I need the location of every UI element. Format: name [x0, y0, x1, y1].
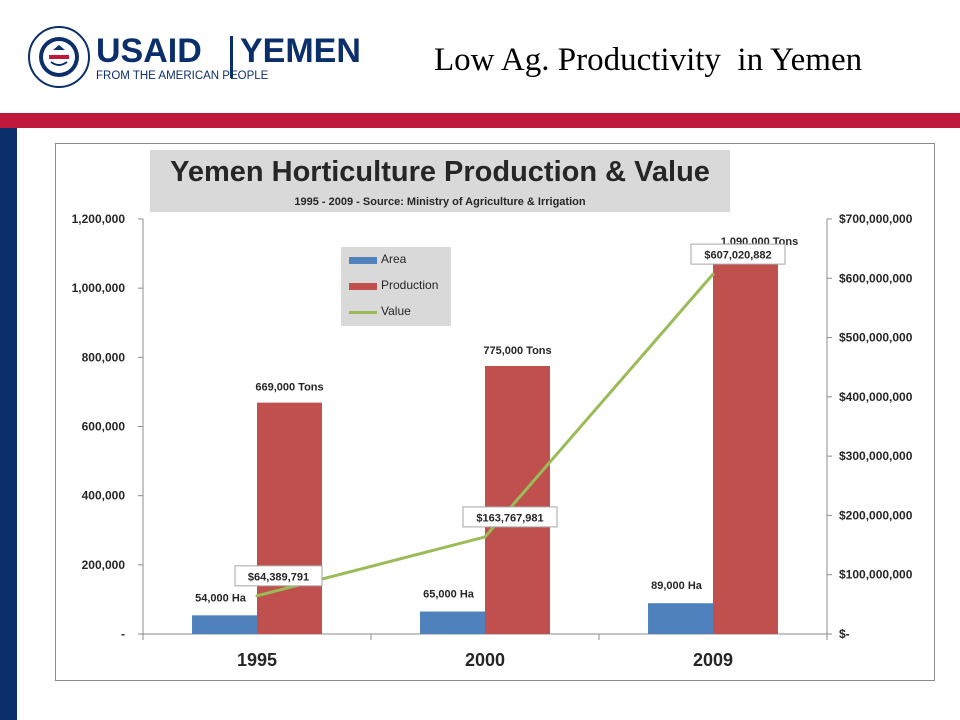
- y-right-tick-label: $400,000,000: [839, 390, 913, 404]
- legend-swatch-area: [349, 257, 377, 264]
- data-label-area: 89,000 Ha: [651, 580, 703, 592]
- usaid-seal-icon: [28, 26, 90, 88]
- data-label-value-box: [462, 506, 558, 528]
- y-right-tick-label: $700,000,000: [839, 212, 913, 226]
- data-label-production: 775,000 Tons: [483, 345, 551, 357]
- data-label-value: $163,767,981: [476, 512, 543, 524]
- legend-label-area: Area: [381, 252, 407, 266]
- legend-label-production: Production: [381, 278, 439, 292]
- data-label-value: $607,020,882: [704, 250, 771, 262]
- usaid-yemen-logo: USAID YEMEN FROM THE AMERICAN PEOPLE: [28, 26, 428, 88]
- logo-divider: [230, 36, 233, 78]
- y-right-tick-label: $100,000,000: [839, 568, 913, 582]
- bar-production-2009: [713, 257, 778, 634]
- y-left-tick-label: -: [121, 627, 125, 641]
- data-label-value-box: [690, 243, 786, 265]
- legend-label-value: Value: [381, 304, 411, 318]
- point-value-2000: [483, 535, 487, 539]
- y-left-tick-label: 600,000: [82, 420, 126, 434]
- bar-production-1995: [257, 402, 322, 634]
- x-category-label: 1995: [237, 650, 277, 670]
- y-left-tick-label: 400,000: [82, 489, 126, 503]
- x-category-label: 2000: [465, 650, 505, 670]
- chart-title-box: [150, 150, 730, 212]
- bar-area-2000: [420, 611, 485, 634]
- point-value-2009: [711, 272, 715, 276]
- logo-brand: USAID: [96, 32, 202, 70]
- y-right-tick-label: $200,000,000: [839, 508, 913, 522]
- legend-swatch-production: [349, 283, 377, 290]
- header-divider-band: [0, 113, 960, 128]
- chart-legend: Area Production Value: [341, 247, 451, 326]
- legend-item-area: Area: [341, 252, 451, 268]
- chart-subtitle: 1995 - 2009 - Source: Ministry of Agricu…: [294, 196, 586, 208]
- logo-tagline: FROM THE AMERICAN PEOPLE: [96, 70, 269, 82]
- data-label-area: 65,000 Ha: [423, 589, 475, 601]
- slide-title: Low Ag. Productivity in Yemen: [434, 42, 863, 78]
- logo-country: YEMEN: [240, 32, 361, 70]
- chart-title: Yemen Horticulture Production & Value: [170, 156, 710, 188]
- y-right-tick-label: $300,000,000: [839, 449, 913, 463]
- data-label-value-box: [234, 565, 323, 587]
- x-category-label: 2009: [693, 650, 733, 670]
- data-label-production: 669,000 Tons: [255, 382, 323, 394]
- legend-item-production: Production: [341, 278, 451, 294]
- left-accent-bar: [0, 113, 17, 720]
- data-label-value: $64,389,791: [248, 571, 309, 583]
- bar-area-2009: [648, 603, 713, 634]
- y-right-tick-label: $600,000,000: [839, 271, 913, 285]
- y-left-tick-label: 800,000: [82, 350, 126, 364]
- legend-item-value: Value: [341, 304, 451, 320]
- legend-line-value: [349, 311, 377, 314]
- data-label-area: 54,000 Ha: [195, 592, 247, 604]
- bar-area-1995: [192, 615, 257, 634]
- point-value-1995: [255, 594, 259, 598]
- y-right-tick-label: $-: [839, 627, 850, 641]
- y-left-tick-label: 1,200,000: [72, 212, 126, 226]
- y-left-tick-label: 200,000: [82, 558, 126, 572]
- y-left-tick-label: 1,000,000: [72, 281, 126, 295]
- y-right-tick-label: $500,000,000: [839, 331, 913, 345]
